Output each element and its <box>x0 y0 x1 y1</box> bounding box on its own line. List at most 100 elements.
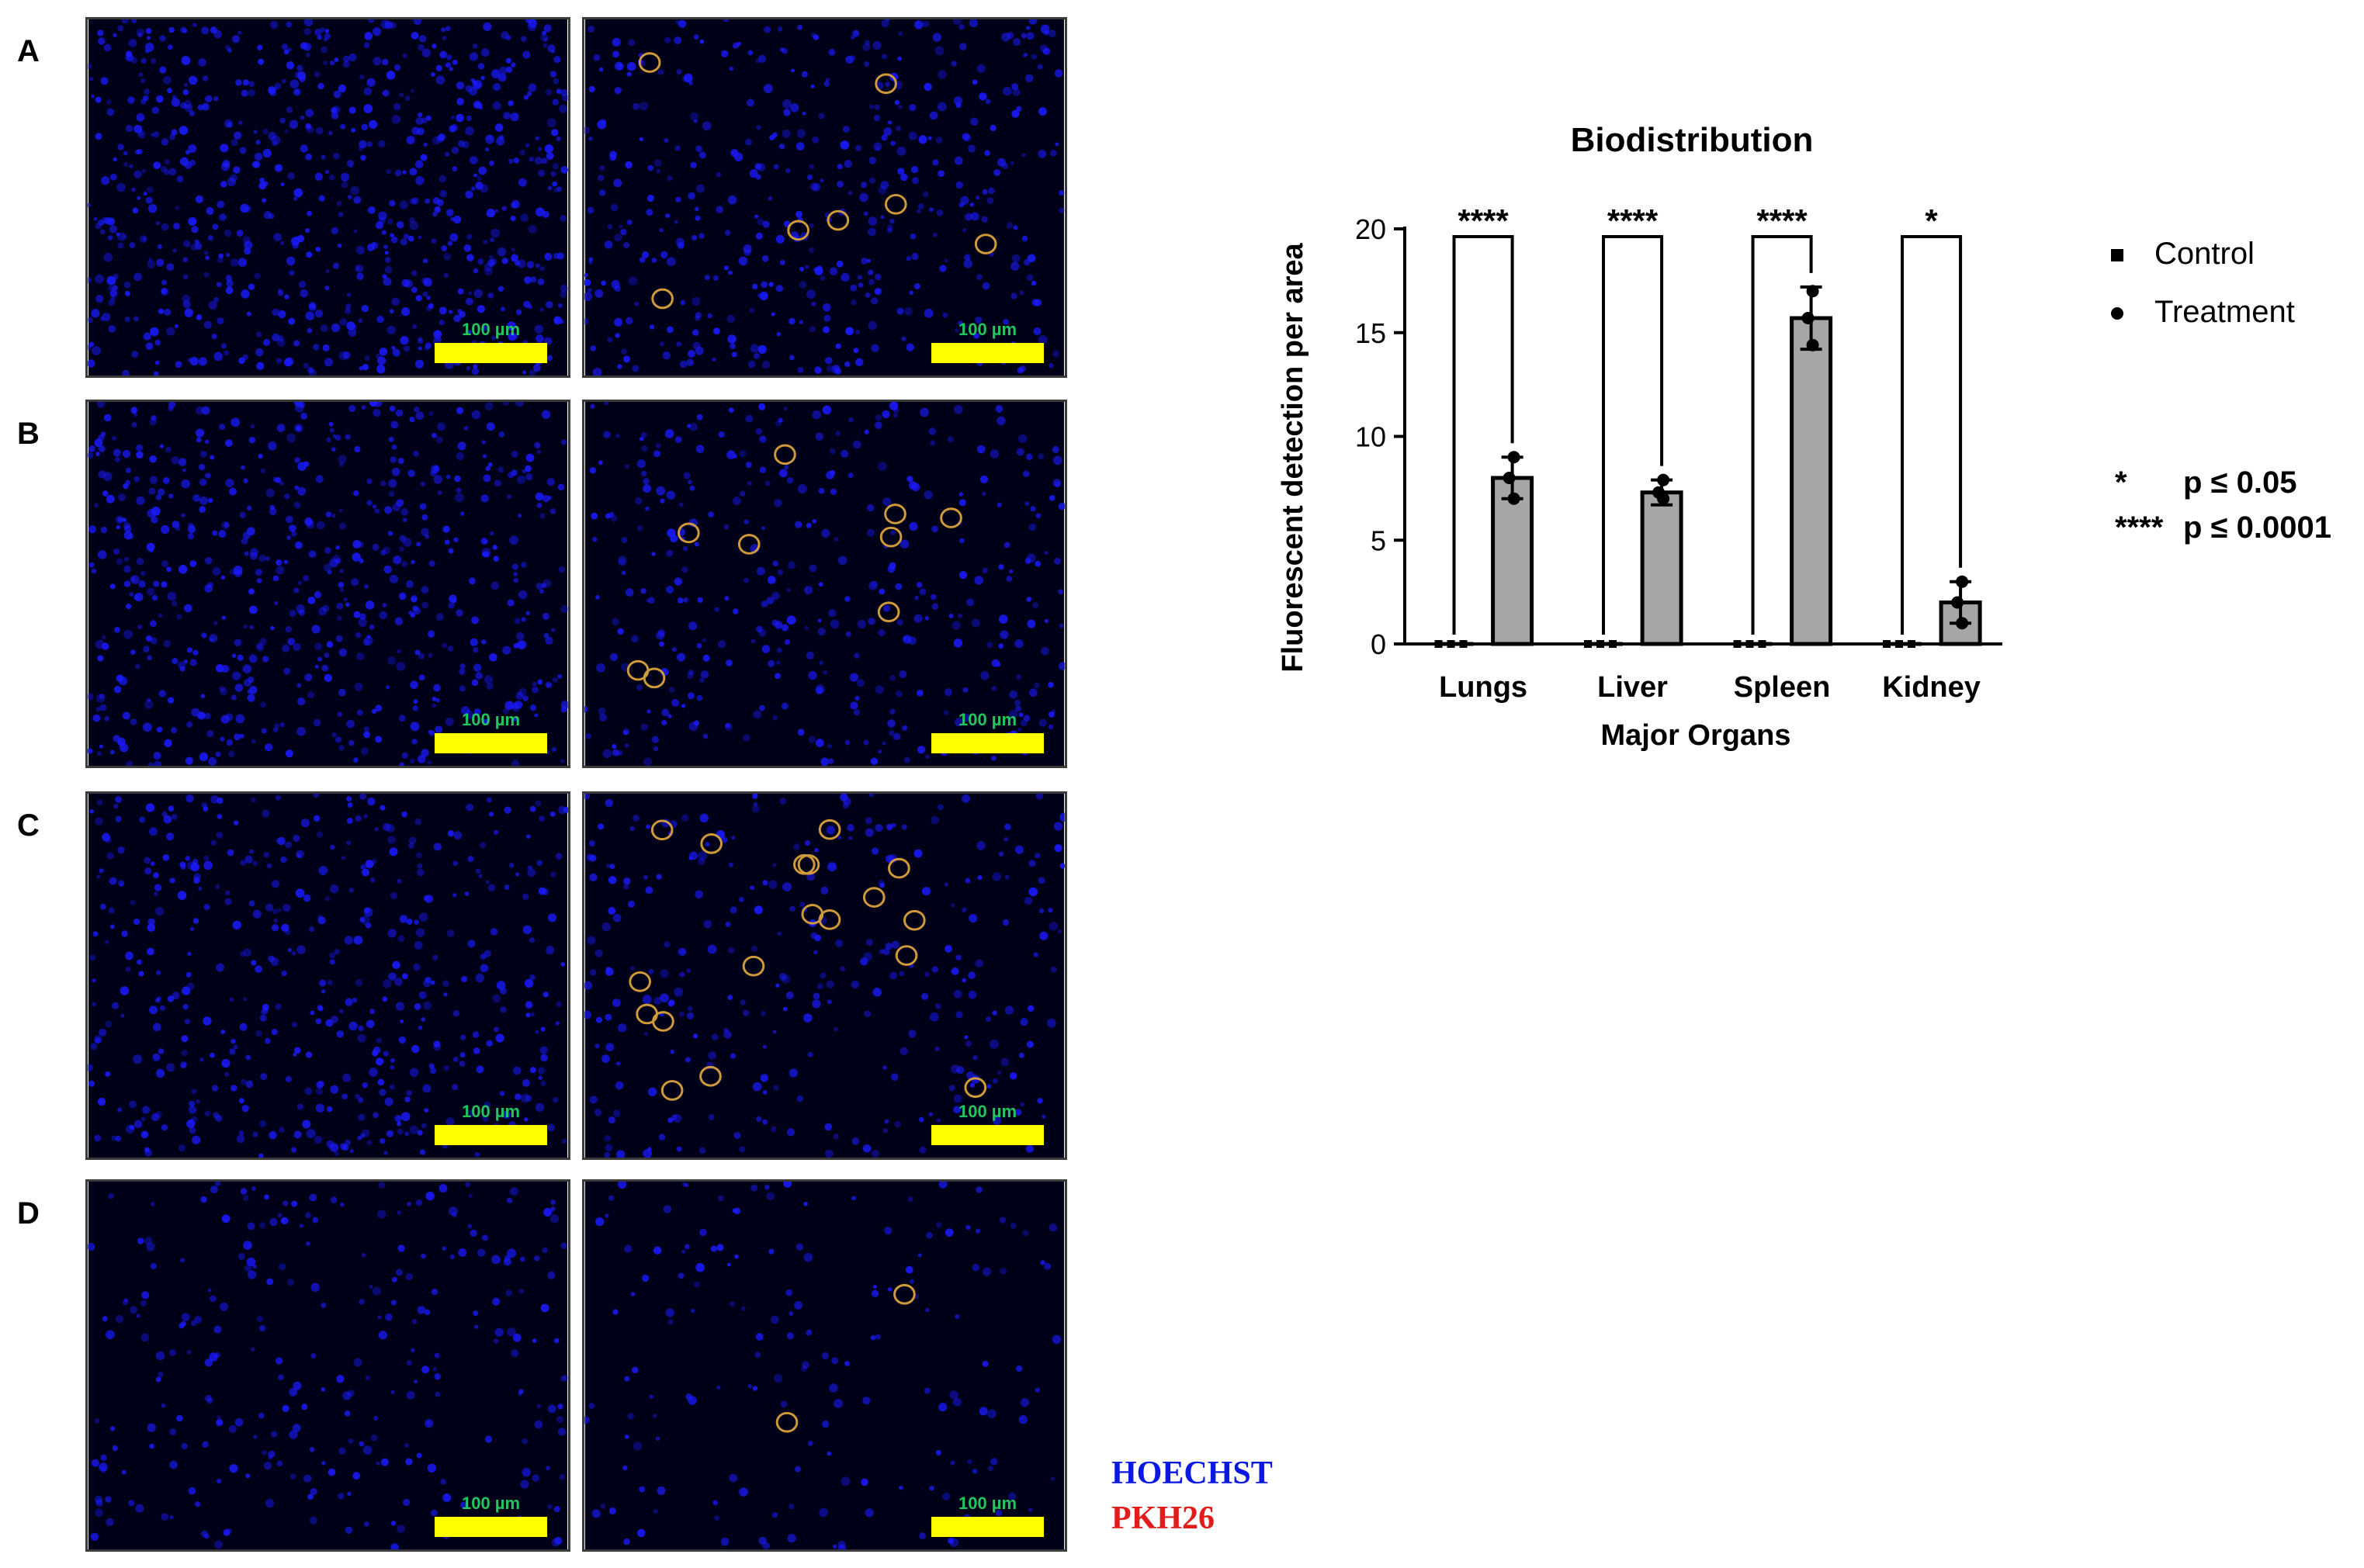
treated-micrograph <box>582 1179 1067 1552</box>
treated-micrograph <box>582 791 1067 1160</box>
scale-bar <box>435 1125 547 1145</box>
panel-row-label: D <box>17 1196 40 1231</box>
scale-bar-label: 100 µm <box>461 1102 521 1121</box>
treatment-point <box>1503 472 1516 484</box>
scale-bar <box>931 1125 1044 1145</box>
treatment-point <box>1951 596 1964 609</box>
significance-bracket <box>1602 235 1664 635</box>
control-point <box>1745 640 1754 648</box>
legend-item: Treatment <box>2111 295 2295 330</box>
pkh26-highlight-circle <box>974 234 997 254</box>
pkh26-highlight-circle <box>875 73 897 95</box>
pkh26-highlight-circle <box>629 971 651 992</box>
scale-bar <box>435 343 547 363</box>
control-point <box>1895 640 1904 648</box>
treatment-point <box>1657 492 1670 505</box>
pkh26-highlight-circle <box>818 909 841 930</box>
significance-stars: **** <box>1607 202 1659 239</box>
pkh26-highlight-circle <box>742 955 765 977</box>
treatment-point <box>1657 473 1670 486</box>
y-tick-label: 0 <box>1371 628 1386 660</box>
biodistribution-chart: Biodistribution Fluorescent detection pe… <box>1277 121 2002 752</box>
control-point <box>1596 640 1605 648</box>
scale-bar <box>931 1517 1044 1537</box>
y-tick-label: 10 <box>1355 421 1386 453</box>
pkh26-highlight-circle <box>862 887 886 908</box>
y-tick-label: 15 <box>1355 317 1386 349</box>
panel-row-label: C <box>17 808 40 843</box>
pkh26-highlight-circle <box>964 1077 987 1099</box>
panel-row-label: A <box>17 34 40 68</box>
control-point <box>1883 640 1891 648</box>
x-tick-label: Spleen <box>1734 671 1831 704</box>
treatment-bar <box>1790 316 1833 646</box>
pkh26-highlight-circle <box>903 909 926 931</box>
pkh26-highlight-circle <box>774 444 796 466</box>
pkh26-highlight-circle <box>638 52 661 73</box>
significance-bracket <box>1901 235 1963 635</box>
pkh26-highlight-circle <box>678 522 700 544</box>
chart-title: Biodistribution <box>1571 121 1814 159</box>
significance-key-stars: * <box>2115 466 2127 500</box>
circle-marker-icon <box>2111 307 2123 320</box>
pkh26-highlight-circle <box>884 193 907 215</box>
control-point <box>1609 640 1617 648</box>
scale-bar-label: 100 µm <box>958 320 1017 339</box>
control-micrograph <box>85 17 570 378</box>
scale-bar <box>435 733 547 753</box>
control-point <box>1459 640 1468 648</box>
scale-bar-label: 100 µm <box>461 1494 521 1513</box>
stain-label: HOECHST <box>1111 1456 1273 1491</box>
scale-bar-label: 100 µm <box>958 1102 1017 1121</box>
treated-micrograph <box>582 17 1067 378</box>
pkh26-highlight-circle <box>660 1080 684 1101</box>
pkh26-highlight-circle <box>940 507 962 528</box>
control-micrograph <box>85 400 570 768</box>
pkh26-highlight-circle <box>818 819 841 840</box>
x-axis-label: Major Organs <box>1601 719 1791 752</box>
treatment-point <box>1806 338 1819 351</box>
significance-stars: * <box>1925 202 1938 239</box>
significance-bracket <box>1452 235 1514 635</box>
treated-micrograph <box>582 400 1067 768</box>
treatment-point <box>1956 575 1969 588</box>
pkh26-highlight-circle <box>879 526 903 548</box>
treatment-point <box>1507 492 1520 505</box>
panel-row-label: B <box>17 417 40 451</box>
control-point <box>1584 640 1593 648</box>
y-tick-label: 20 <box>1355 213 1386 245</box>
pkh26-highlight-circle <box>699 1065 722 1087</box>
significance-key-text: p ≤ 0.0001 <box>2183 511 2331 545</box>
pkh26-highlight-circle <box>793 853 816 875</box>
scale-bar-label: 100 µm <box>461 710 521 729</box>
pkh26-highlight-circle <box>650 819 674 841</box>
significance-stars: **** <box>1756 202 1808 239</box>
legend-item: Control <box>2111 237 2255 272</box>
scale-bar-label: 100 µm <box>958 1494 1017 1513</box>
control-point <box>1434 640 1443 648</box>
significance-key-text: p ≤ 0.05 <box>2183 466 2297 500</box>
treatment-point <box>1806 285 1819 298</box>
pkh26-highlight-circle <box>700 833 723 854</box>
pkh26-highlight-circle <box>636 1003 658 1025</box>
significance-key-stars: **** <box>2115 511 2164 545</box>
control-micrograph <box>85 1179 570 1552</box>
significance-bracket <box>1751 235 1813 635</box>
scale-bar <box>931 733 1044 753</box>
chart-plot-area: 0 5 10 15 20 **** Lungs **** Liver **** Spleen * Kid… <box>1355 202 2002 704</box>
treatment-point <box>1801 312 1815 325</box>
pkh26-highlight-circle <box>775 1411 799 1433</box>
x-tick-label: Lungs <box>1439 671 1527 704</box>
x-tick-label: Kidney <box>1882 671 1981 704</box>
pkh26-highlight-circle <box>884 504 906 524</box>
scale-bar <box>931 343 1044 363</box>
significance-key-line: * p ≤ 0.05 <box>2115 466 2296 500</box>
pkh26-highlight-circle <box>893 1283 916 1305</box>
stain-label: PKH26 <box>1111 1501 1215 1536</box>
treatment-point <box>1507 451 1520 464</box>
control-micrograph <box>85 791 570 1160</box>
treatment-bar <box>1491 476 1534 646</box>
pkh26-highlight-circle <box>643 667 666 689</box>
pkh26-highlight-circle <box>895 945 918 966</box>
square-marker-icon <box>2111 249 2123 262</box>
